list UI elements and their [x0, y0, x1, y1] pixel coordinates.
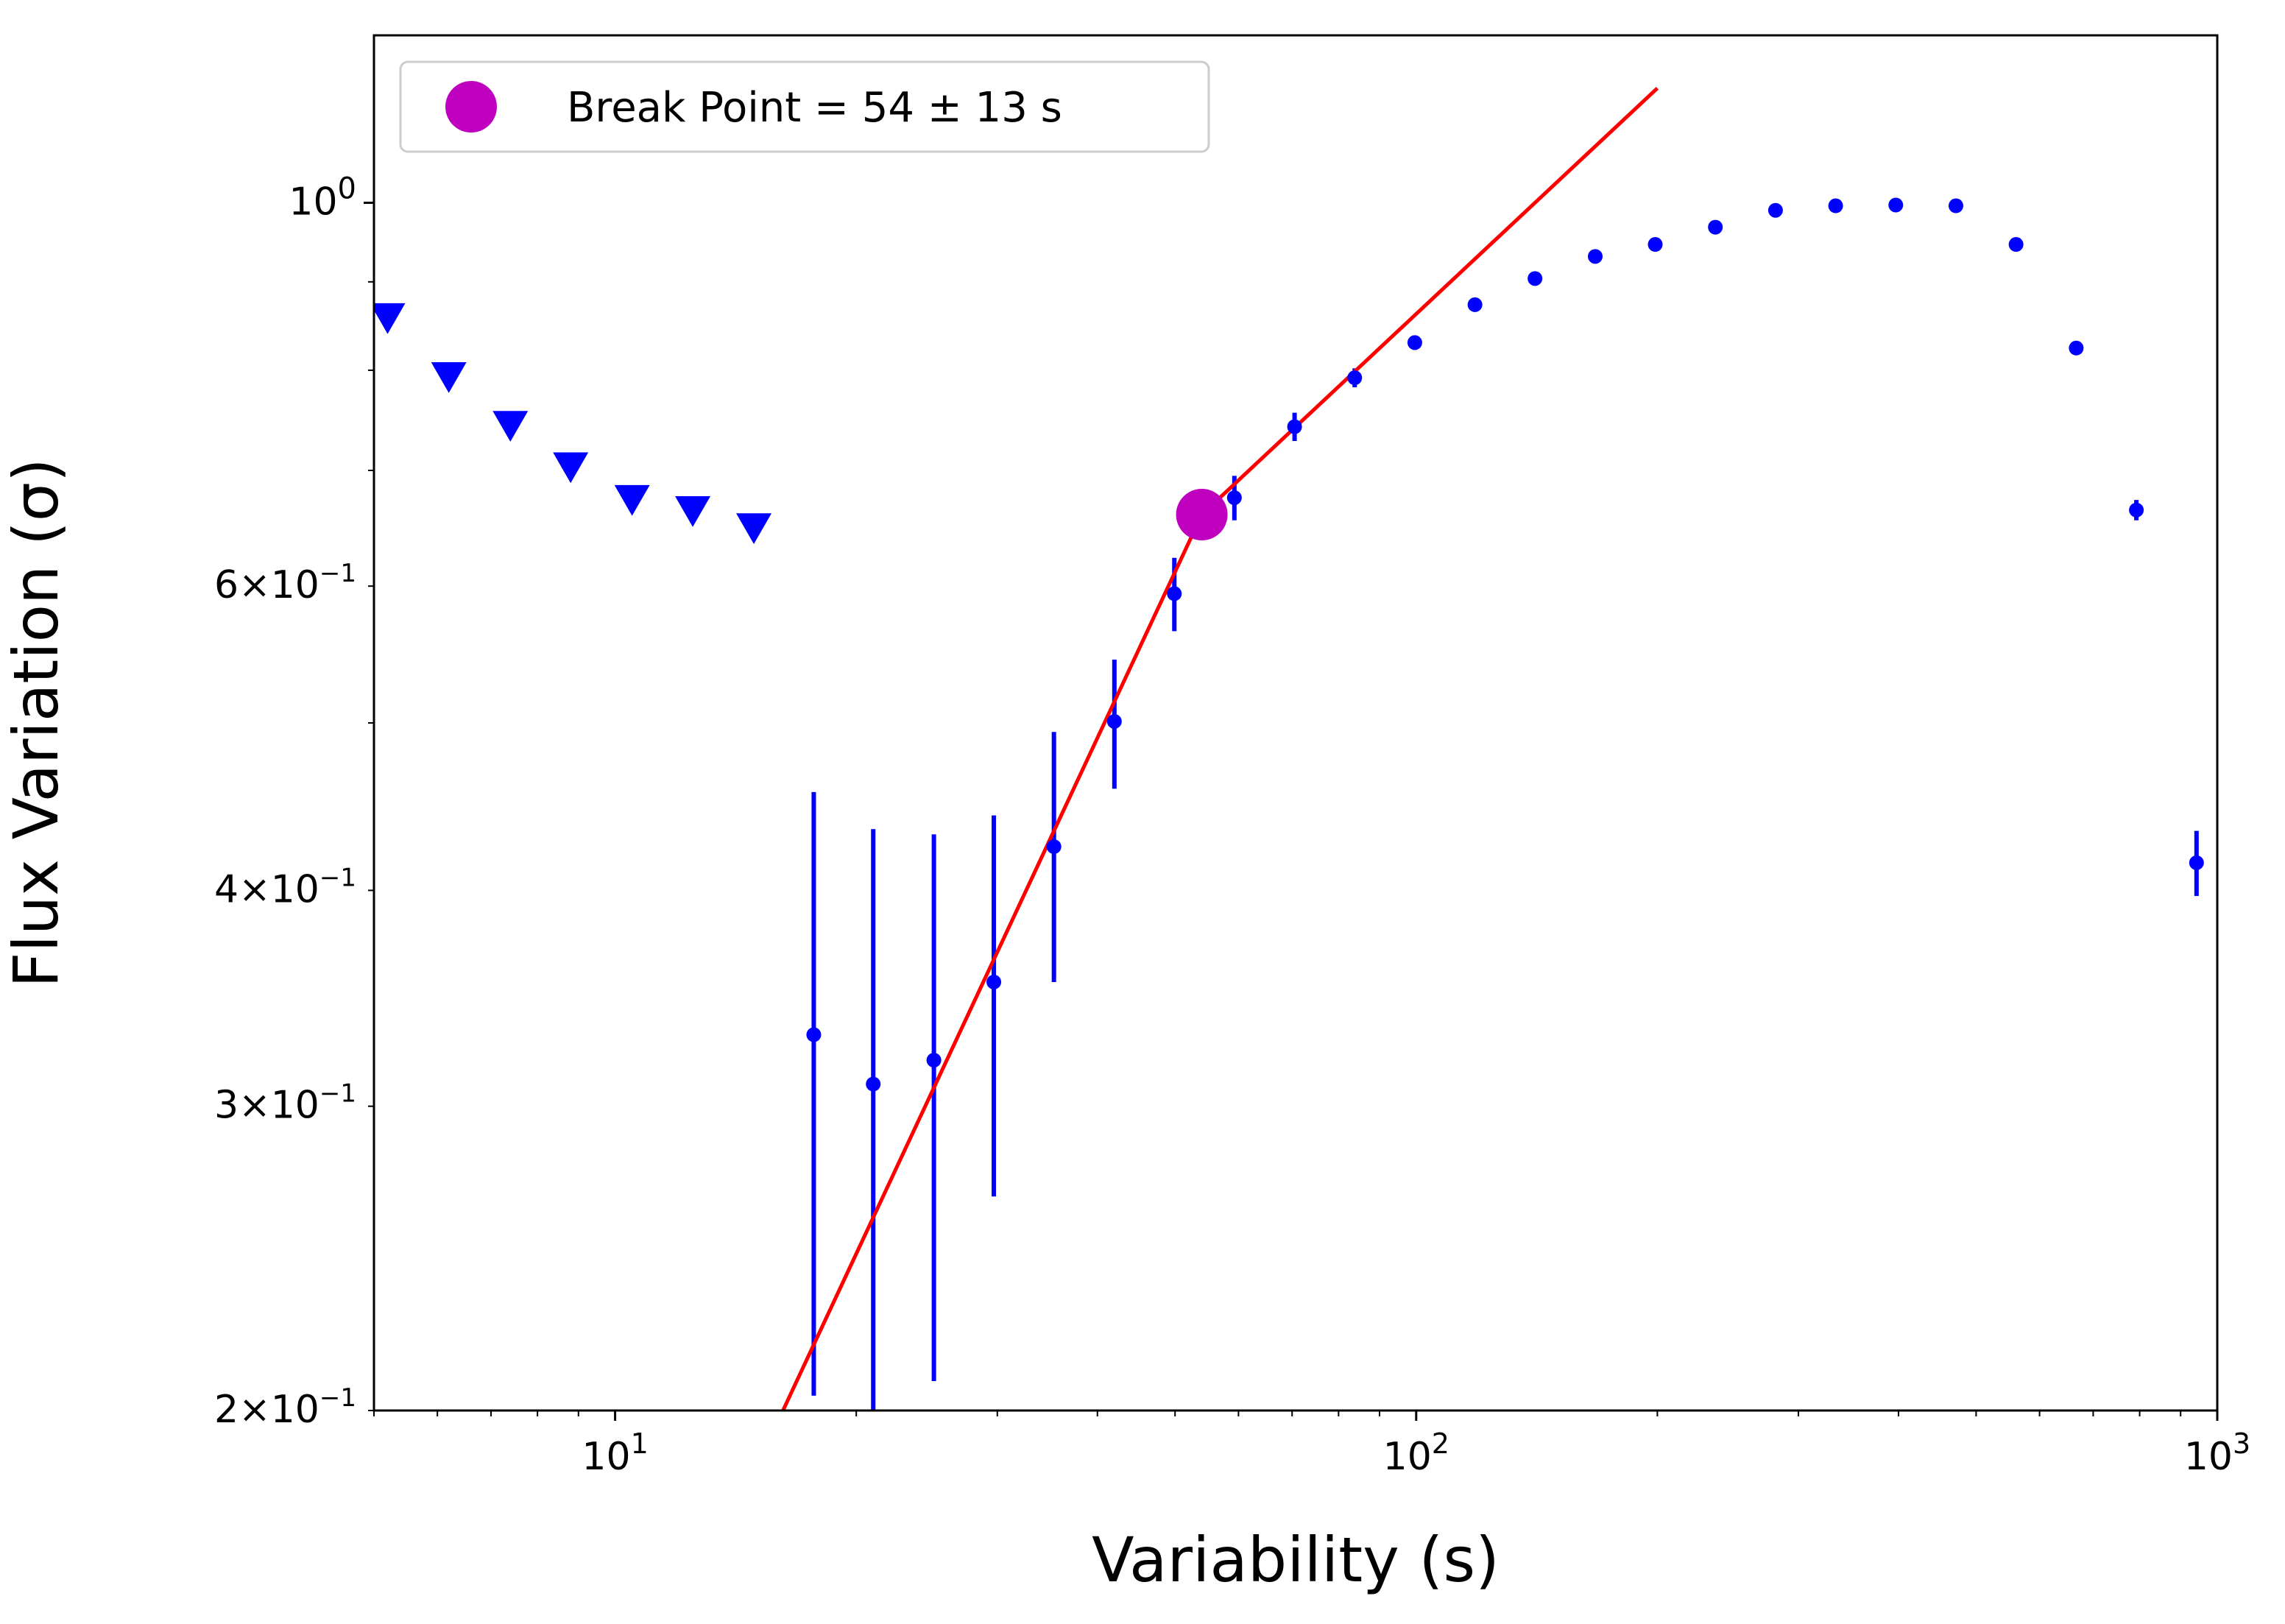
legend: Break Point = 54 ± 13 s [399, 60, 1210, 153]
y-tick-label: 2×10−1 [214, 1383, 356, 1432]
data-point [1888, 197, 1904, 213]
plot-contents [374, 86, 2204, 1411]
x-axis-label: Variability (s) [1092, 1524, 1500, 1596]
legend-marker-break-point [445, 81, 497, 133]
data-point [2189, 855, 2204, 870]
data-point [1708, 219, 1723, 235]
axis-ticks: 101 102 103 100 6×10−1 4×10−1 3×10−1 2×10−1 [214, 172, 2250, 1479]
data-point [1948, 198, 1963, 213]
data-point [926, 1053, 942, 1068]
y-tick-label: 4×10−1 [214, 863, 356, 911]
legend-frame [399, 60, 1210, 153]
data-point [1046, 839, 1062, 855]
data-point [1226, 490, 1242, 506]
data-point [1647, 237, 1663, 253]
break-point-marker [1176, 489, 1228, 541]
data-point [1407, 335, 1422, 350]
data-point [1528, 271, 1543, 286]
data-point [866, 1076, 881, 1092]
y-axis-label: Flux Variation (σ) [0, 458, 72, 987]
data-point [1467, 297, 1483, 312]
x-tick-label: 101 [582, 1427, 648, 1479]
y-tick-label: 6×10−1 [214, 559, 356, 607]
data-point [1588, 249, 1603, 264]
data-point [806, 1027, 822, 1042]
upper-limit-marker [492, 411, 529, 442]
data-point [1347, 370, 1363, 386]
data-point [1828, 198, 1843, 213]
upper-limit-marker [736, 513, 772, 545]
data-point [1287, 419, 1302, 434]
x-tick-label: 102 [1383, 1427, 1449, 1479]
data-point [2069, 340, 2084, 356]
plot-area [374, 86, 2204, 1411]
y-tick-label: 100 [289, 172, 356, 224]
data-point [1167, 586, 1182, 601]
data-point [2129, 502, 2144, 518]
x-tick-label: 103 [2184, 1427, 2250, 1479]
upper-limit-marker [675, 496, 711, 527]
data-point [1106, 713, 1122, 729]
upper-limit-marker [374, 303, 406, 334]
y-tick-label: 3×10−1 [214, 1079, 356, 1128]
data-point [986, 974, 1002, 989]
upper-limit-marker [614, 484, 650, 516]
data-point [1767, 202, 1783, 218]
legend-entry-label: Break Point = 54 ± 13 s [567, 84, 1062, 132]
data-point [2008, 237, 2024, 253]
upper-limit-marker [553, 452, 589, 484]
upper-limit-marker [431, 362, 467, 393]
